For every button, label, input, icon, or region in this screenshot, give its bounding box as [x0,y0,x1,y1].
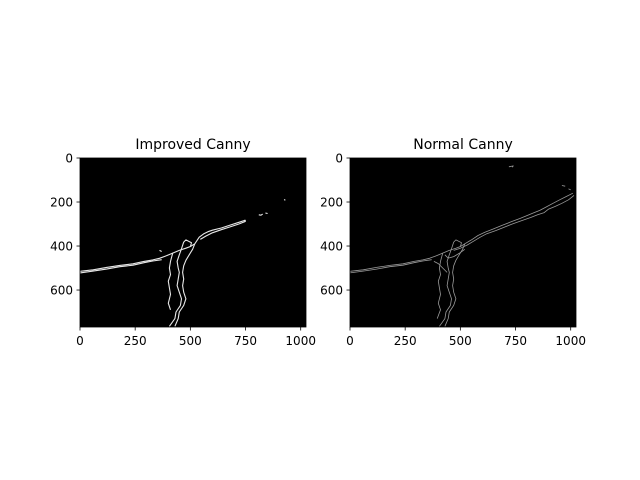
edge-line [80,259,162,274]
y-tick-label: 200 [320,196,343,210]
x-tick-label: 0 [346,334,354,348]
edge-line [194,219,246,245]
edge-line [444,243,466,327]
x-tick-label: 750 [234,334,257,348]
edge-line [453,195,575,251]
edge-line [265,212,268,215]
image-area [80,158,306,327]
edge-line [159,249,162,252]
y-tick-label: 200 [50,196,73,210]
edge-line [168,239,193,327]
edge-line [435,192,574,257]
edge-line [444,248,466,259]
x-tick-label: 1000 [285,334,316,348]
edge-line [350,259,432,274]
x-tick-label: 1000 [555,334,586,348]
image-area [350,158,576,327]
edge-line [200,220,246,240]
chart-panel-0: Improved Canny 0 250 500 750 1000 0 200 400 600 [50,137,316,348]
edge-line [433,261,448,273]
x-tick-label: 750 [504,334,527,348]
edge-line [350,255,437,272]
x-tick-label: 500 [179,334,202,348]
edge-line [80,255,167,272]
edge-line [167,252,174,310]
edge-line [568,188,571,191]
x-tick-label: 250 [124,334,147,348]
edge-lines [80,198,286,327]
y-tick-label: 0 [335,152,343,166]
edge-line [283,198,286,201]
y-tick-label: 400 [320,240,343,254]
edge-line [561,185,566,187]
y-tick-label: 0 [65,152,73,166]
chart-title: Improved Canny [135,137,250,153]
edge-line [508,165,514,168]
edge-line [439,239,462,327]
edge-line [258,213,263,216]
edge-line [244,219,247,223]
axes-frame [349,157,577,328]
y-tick-label: 400 [50,240,73,254]
x-tick-label: 0 [76,334,84,348]
x-tick-label: 250 [394,334,417,348]
y-tick-label: 600 [320,284,343,298]
edge-lines [350,165,575,327]
chart-panel-1: Normal Canny 0 250 500 750 1000 0 200 400 600 [320,137,586,348]
edge-line [165,243,196,257]
axes-frame [79,157,307,328]
chart-title: Normal Canny [413,137,513,153]
edge-line [174,243,196,327]
x-tick-label: 500 [449,334,472,348]
y-tick-label: 600 [50,284,73,298]
